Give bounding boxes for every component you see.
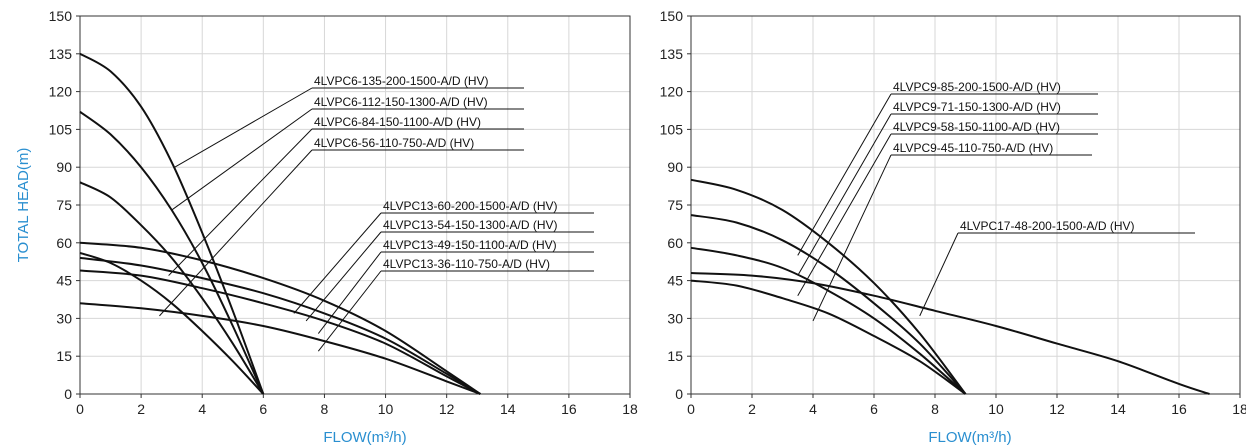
series-label: 4LVPC13-36-110-750-A/D (HV) <box>383 257 550 271</box>
y-tick-label: 135 <box>49 46 73 62</box>
y-tick-label: 0 <box>64 386 72 402</box>
x-tick-label: 2 <box>137 401 145 417</box>
series-label: 4LVPC6-135-200-1500-A/D (HV) <box>314 74 489 88</box>
x-tick-label: 6 <box>870 401 878 417</box>
series-leader-line <box>812 154 892 322</box>
series-line <box>690 279 967 395</box>
series-leader-line <box>174 87 313 168</box>
x-tick-label: 0 <box>76 401 84 417</box>
y-tick-label: 45 <box>56 273 72 289</box>
series-leader-line <box>797 93 892 256</box>
y-tick-label: 105 <box>660 121 684 137</box>
y-tick-label: 120 <box>660 84 684 100</box>
y-tick-label: 60 <box>667 235 683 251</box>
series-leader-line <box>305 231 382 322</box>
x-tick-label: 18 <box>1232 401 1246 417</box>
x-tick-label: 10 <box>988 401 1004 417</box>
series-line <box>79 256 481 395</box>
y-tick-label: 75 <box>667 197 683 213</box>
series-leader-line <box>317 270 382 352</box>
y-axis-label: TOTAL HEAD(m) <box>15 148 32 263</box>
y-tick-label: 120 <box>49 84 73 100</box>
series-leader-line <box>797 113 892 276</box>
x-tick-label: 6 <box>259 401 267 417</box>
series-label: 4LVPC9-58-150-1100-A/D (HV) <box>893 120 1060 134</box>
y-tick-label: 60 <box>56 235 72 251</box>
x-tick-label: 18 <box>622 401 638 417</box>
y-tick-label: 105 <box>49 121 73 137</box>
series-label: 4LVPC9-85-200-1500-A/D (HV) <box>893 80 1061 94</box>
series-label: 4LVPC13-49-150-1100-A/D (HV) <box>383 238 557 252</box>
series-line <box>79 52 265 395</box>
y-tick-label: 30 <box>56 310 72 326</box>
series-line <box>79 241 481 395</box>
series-leader-line <box>171 108 313 211</box>
x-tick-label: 4 <box>809 401 817 417</box>
chart-panel-2: 0 2 4 6 8 10 12 14 16 18 0 15 30 45 60 75 90 105 120 135 150… <box>660 8 1246 446</box>
x-tick-label: 8 <box>321 401 329 417</box>
series-line <box>690 246 967 395</box>
x-tick-label: 14 <box>1110 401 1126 417</box>
y-tick-label: 15 <box>667 348 683 364</box>
chart-panel-1: 0 2 4 6 8 10 12 14 16 18 0 15 30 45 60 75 90 105 120 135 150… <box>15 8 638 446</box>
series-label: 4LVPC13-60-200-1500-A/D (HV) <box>383 199 558 213</box>
series-line <box>690 272 1210 395</box>
y-tick-label: 150 <box>49 8 73 24</box>
series-line <box>79 269 481 395</box>
series-label: 4LVPC13-54-150-1300-A/D (HV) <box>383 218 558 232</box>
series-line <box>79 181 265 395</box>
series-line <box>79 302 481 395</box>
series-line <box>690 214 967 395</box>
y-tick-label: 45 <box>667 273 683 289</box>
x-tick-label: 0 <box>687 401 695 417</box>
series-leader-line <box>317 251 382 334</box>
series-leader-line <box>919 232 959 317</box>
y-tick-label: 135 <box>660 46 684 62</box>
x-axis-label: FLOW(m³/h) <box>323 429 406 446</box>
series-label: 4LVPC9-71-150-1300-A/D (HV) <box>893 100 1061 114</box>
x-tick-label: 2 <box>748 401 756 417</box>
x-tick-label: 16 <box>561 401 577 417</box>
y-tick-label: 90 <box>56 159 72 175</box>
x-axis-label: FLOW(m³/h) <box>928 429 1011 446</box>
series-label: 4LVPC9-45-110-750-A/D (HV) <box>893 141 1053 155</box>
y-tick-label: 90 <box>667 159 683 175</box>
x-tick-label: 10 <box>378 401 394 417</box>
x-tick-label: 16 <box>1171 401 1187 417</box>
x-tick-label: 4 <box>198 401 206 417</box>
y-tick-label: 150 <box>660 8 684 24</box>
y-tick-label: 30 <box>667 310 683 326</box>
x-tick-label: 12 <box>439 401 455 417</box>
y-tick-label: 15 <box>56 348 72 364</box>
series-leader-line <box>293 212 382 314</box>
series-leader-line <box>159 149 313 317</box>
series-label: 4LVPC6-112-150-1300-A/D (HV) <box>314 95 488 109</box>
x-tick-label: 8 <box>931 401 939 417</box>
series-leader-line <box>797 133 892 296</box>
series-line <box>79 251 265 395</box>
series-label: 4LVPC17-48-200-1500-A/D (HV) <box>960 219 1135 233</box>
y-tick-label: 75 <box>56 197 72 213</box>
series-label: 4LVPC6-84-150-1100-A/D (HV) <box>314 115 481 129</box>
y-tick-label: 0 <box>675 386 683 402</box>
x-tick-label: 12 <box>1049 401 1065 417</box>
x-tick-label: 14 <box>500 401 516 417</box>
series-leader-line <box>168 128 313 276</box>
series-label: 4LVPC6-56-110-750-A/D (HV) <box>314 136 474 150</box>
